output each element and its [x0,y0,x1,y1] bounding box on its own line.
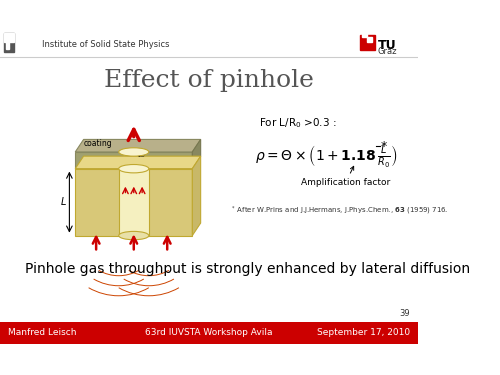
Ellipse shape [118,165,149,173]
Text: September 17, 2010: September 17, 2010 [316,328,410,338]
Bar [362,32,367,38]
Bar [360,35,374,50]
Bar [6,42,9,49]
Bar [4,33,14,42]
Text: Effect of pinhole: Effect of pinhole [104,69,314,92]
Text: Institute of Solid State Physics: Institute of Solid State Physics [42,40,170,49]
Ellipse shape [118,148,149,156]
Bar [4,33,14,52]
Ellipse shape [118,231,149,240]
Text: TU: TU [378,39,396,52]
Bar [118,169,149,236]
Polygon shape [75,140,200,152]
Text: $\rho = \Theta \times \left(1+\mathbf{1.18}\,\frac{L}{R_0}\right)$: $\rho = \Theta \times \left(1+\mathbf{1.… [255,143,398,169]
Text: For L/R$_0$ >0.3 :: For L/R$_0$ >0.3 : [259,116,336,130]
Text: coating: coating [84,139,112,148]
Polygon shape [75,152,192,169]
Text: Pinhole gas throughput is strongly enhanced by lateral diffusion: Pinhole gas throughput is strongly enhan… [25,262,470,276]
Text: Amplification factor: Amplification factor [301,166,390,188]
Text: L: L [61,197,66,207]
Polygon shape [192,140,200,169]
Text: Graz: Graz [378,46,398,56]
Bar [0,322,418,344]
Text: $^*$ After W.Prins and J.J.Hermans, J.Phys.Chem., $\bf{63}$ (1959) 716.: $^*$ After W.Prins and J.J.Hermans, J.Ph… [230,204,448,217]
Polygon shape [75,156,200,169]
Bar [367,38,372,42]
Text: *: * [380,140,386,153]
Text: Manfred Leisch: Manfred Leisch [8,328,77,338]
Text: 39: 39 [399,309,409,318]
Text: 63rd IUVSTA Workshop Avila: 63rd IUVSTA Workshop Avila [146,328,273,338]
Polygon shape [75,169,192,236]
Polygon shape [192,156,200,236]
Text: R₀: R₀ [137,152,144,158]
